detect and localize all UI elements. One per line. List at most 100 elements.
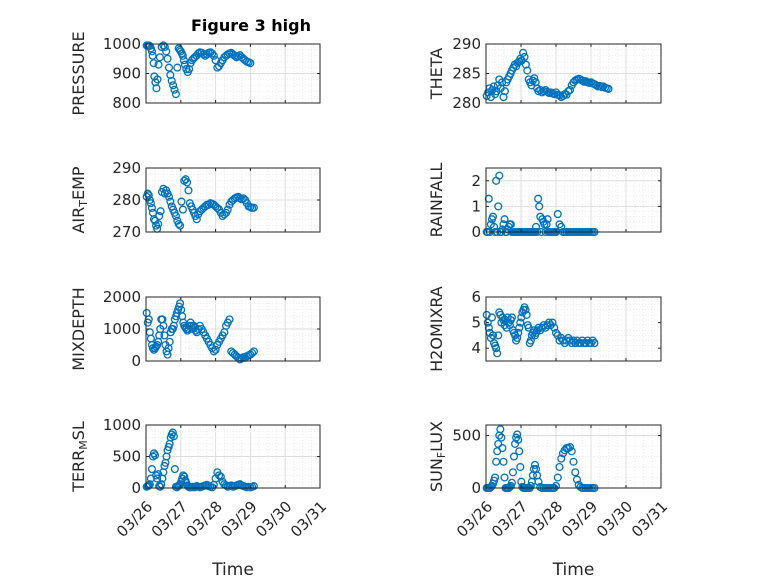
data-point	[149, 59, 158, 68]
data-point	[156, 207, 165, 216]
data-point	[249, 347, 258, 356]
data-point	[484, 323, 493, 332]
y-tick-label: 800	[112, 94, 141, 112]
data-point	[209, 347, 218, 356]
data-point	[499, 93, 508, 102]
data-point	[144, 315, 153, 324]
subplot-pressure: 800 900 1000 PRESSURE	[69, 31, 321, 116]
data-point	[170, 465, 179, 474]
subplot-theta: 280 285 290 THETA	[427, 35, 662, 112]
data-point	[494, 331, 503, 340]
data-point	[153, 75, 162, 84]
data-point	[497, 433, 506, 442]
data-point	[492, 344, 501, 353]
data-point	[514, 435, 523, 444]
data-point	[509, 452, 519, 461]
y-tick-label: 2	[471, 172, 481, 190]
data-point	[493, 349, 502, 358]
data-point	[248, 348, 257, 358]
x-axis-label: Time	[552, 560, 595, 580]
y-tick-label: 270	[112, 223, 141, 241]
data-point	[495, 171, 504, 180]
data-point	[491, 473, 500, 482]
data-point	[550, 90, 559, 99]
data-point	[173, 63, 182, 72]
subplot-mixdepth: 0 1000 2000 MIXDEPTH	[69, 287, 321, 371]
data-point	[183, 326, 192, 335]
data-point	[531, 78, 540, 87]
x-tick-label: 03/27	[488, 498, 531, 541]
subplot-h2omixra: 4 5 6 H2OMIXRA	[427, 286, 662, 372]
x-tick-label: 03/30	[593, 498, 636, 541]
y-tick-label: 6	[471, 288, 481, 306]
data-point	[595, 81, 604, 90]
data-point	[176, 221, 185, 230]
data-point	[199, 50, 208, 59]
axes-box	[485, 424, 662, 489]
data-point	[535, 202, 544, 211]
data-point	[192, 215, 201, 224]
y-tick-label: 500	[452, 427, 481, 445]
y-axis-label: AIRTEMP	[69, 166, 90, 233]
data-point	[154, 60, 163, 69]
data-point	[548, 318, 557, 327]
data-point	[177, 197, 186, 206]
data-point	[153, 474, 162, 483]
subplot-rainfall: 0 1 2 RAINFALL	[427, 163, 662, 241]
axes-box	[485, 167, 662, 233]
data-point	[152, 342, 161, 351]
x-tick-label: 03/27	[148, 498, 191, 541]
y-tick-label: 0	[471, 479, 481, 497]
data-point	[159, 321, 168, 330]
x-tick-label: 03/29	[558, 498, 601, 541]
data-point	[551, 481, 561, 490]
data-point	[521, 60, 530, 69]
data-point	[516, 462, 525, 472]
data-point	[237, 354, 246, 363]
data-point	[171, 90, 180, 99]
data-point	[494, 439, 503, 448]
y-tick-label: 900	[112, 65, 141, 83]
data-point	[578, 76, 587, 85]
y-axis-label: TERRMSL	[69, 421, 90, 493]
data-point	[215, 471, 224, 480]
data-point	[488, 212, 498, 221]
data-point	[496, 425, 505, 434]
data-point	[498, 444, 507, 453]
data-point	[526, 336, 535, 345]
data-point	[154, 219, 163, 229]
data-point	[216, 472, 225, 481]
data-point	[543, 215, 552, 224]
data-point	[513, 430, 522, 439]
y-axis-label: PRESSURE	[69, 31, 88, 115]
data-point	[162, 47, 171, 56]
y-tick-label: 1000	[103, 320, 141, 338]
data-point	[564, 87, 573, 96]
data-point	[166, 197, 175, 206]
data-point	[522, 310, 531, 319]
data-point	[484, 194, 493, 203]
data-point	[169, 432, 178, 441]
data-point	[211, 345, 220, 354]
data-point	[183, 178, 192, 187]
data-point	[542, 220, 551, 229]
data-point	[246, 59, 255, 68]
y-axis-label: MIXDEPTH	[69, 287, 88, 370]
y-tick-label: 290	[452, 35, 481, 53]
data-point	[194, 49, 203, 58]
data-point	[163, 54, 172, 63]
y-tick-label: 1	[471, 197, 481, 215]
data-point	[507, 313, 516, 322]
data-point	[147, 203, 156, 213]
x-axis-label: Time	[211, 560, 254, 580]
y-tick-label: 290	[112, 159, 141, 177]
data-point	[526, 481, 535, 490]
data-point	[513, 333, 522, 343]
data-point	[225, 315, 234, 324]
data-point	[514, 328, 523, 337]
data-point	[534, 477, 543, 486]
data-point	[152, 84, 161, 93]
data-point	[178, 51, 187, 60]
data-point	[565, 442, 575, 452]
y-axis-label: H2OMIXRA	[427, 286, 446, 372]
